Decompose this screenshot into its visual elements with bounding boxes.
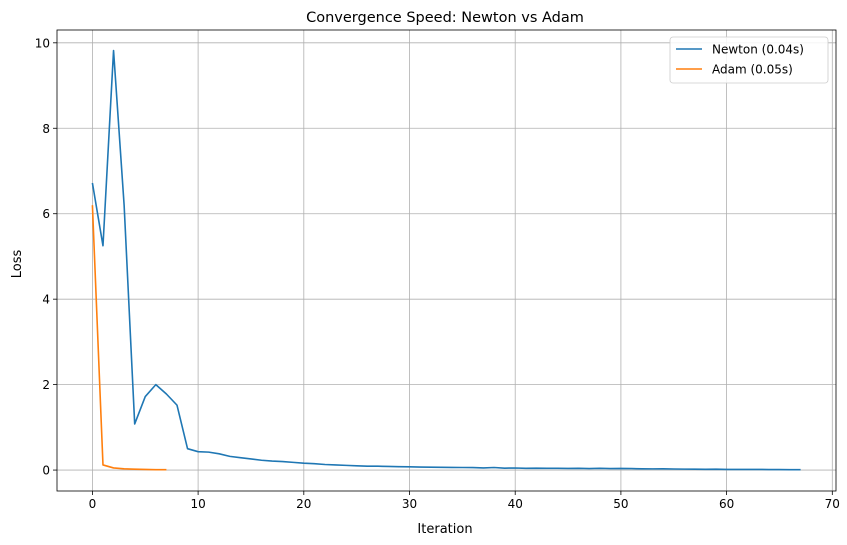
y-tick-label: 6	[42, 207, 50, 221]
y-axis-label: Loss	[10, 250, 25, 279]
x-tick-label: 40	[508, 497, 523, 511]
y-tick-label: 8	[42, 122, 50, 136]
y-tick-label: 0	[42, 464, 50, 478]
series-line-adam	[91, 205, 167, 471]
grid-layer	[57, 30, 836, 491]
legend-label-adam: Adam (0.05s)	[712, 63, 793, 77]
x-tick-label: 0	[89, 497, 97, 511]
x-tick-label: 50	[613, 497, 628, 511]
plot-frame	[56, 29, 837, 492]
y-tick-label: 4	[42, 293, 50, 307]
series-layer	[91, 49, 801, 471]
x-tick-label: 70	[825, 497, 840, 511]
chart-title: Convergence Speed: Newton vs Adam	[306, 10, 584, 26]
x-tick-label: 30	[402, 497, 417, 511]
y-tick-label: 10	[35, 36, 50, 50]
series-line-newton	[91, 49, 801, 471]
legend-box	[669, 36, 829, 84]
ticks-layer: 0 10 20 30 40 50 60 70 0 2 4 6 8 10	[35, 36, 840, 511]
x-tick-label: 10	[190, 497, 205, 511]
legend: Newton (0.04s) Adam (0.05s)	[669, 36, 829, 84]
y-tick-label: 2	[42, 378, 50, 392]
legend-label-newton: Newton (0.04s)	[712, 43, 804, 57]
x-tick-label: 20	[296, 497, 311, 511]
x-tick-label: 60	[719, 497, 734, 511]
x-axis-label: Iteration	[417, 522, 472, 537]
